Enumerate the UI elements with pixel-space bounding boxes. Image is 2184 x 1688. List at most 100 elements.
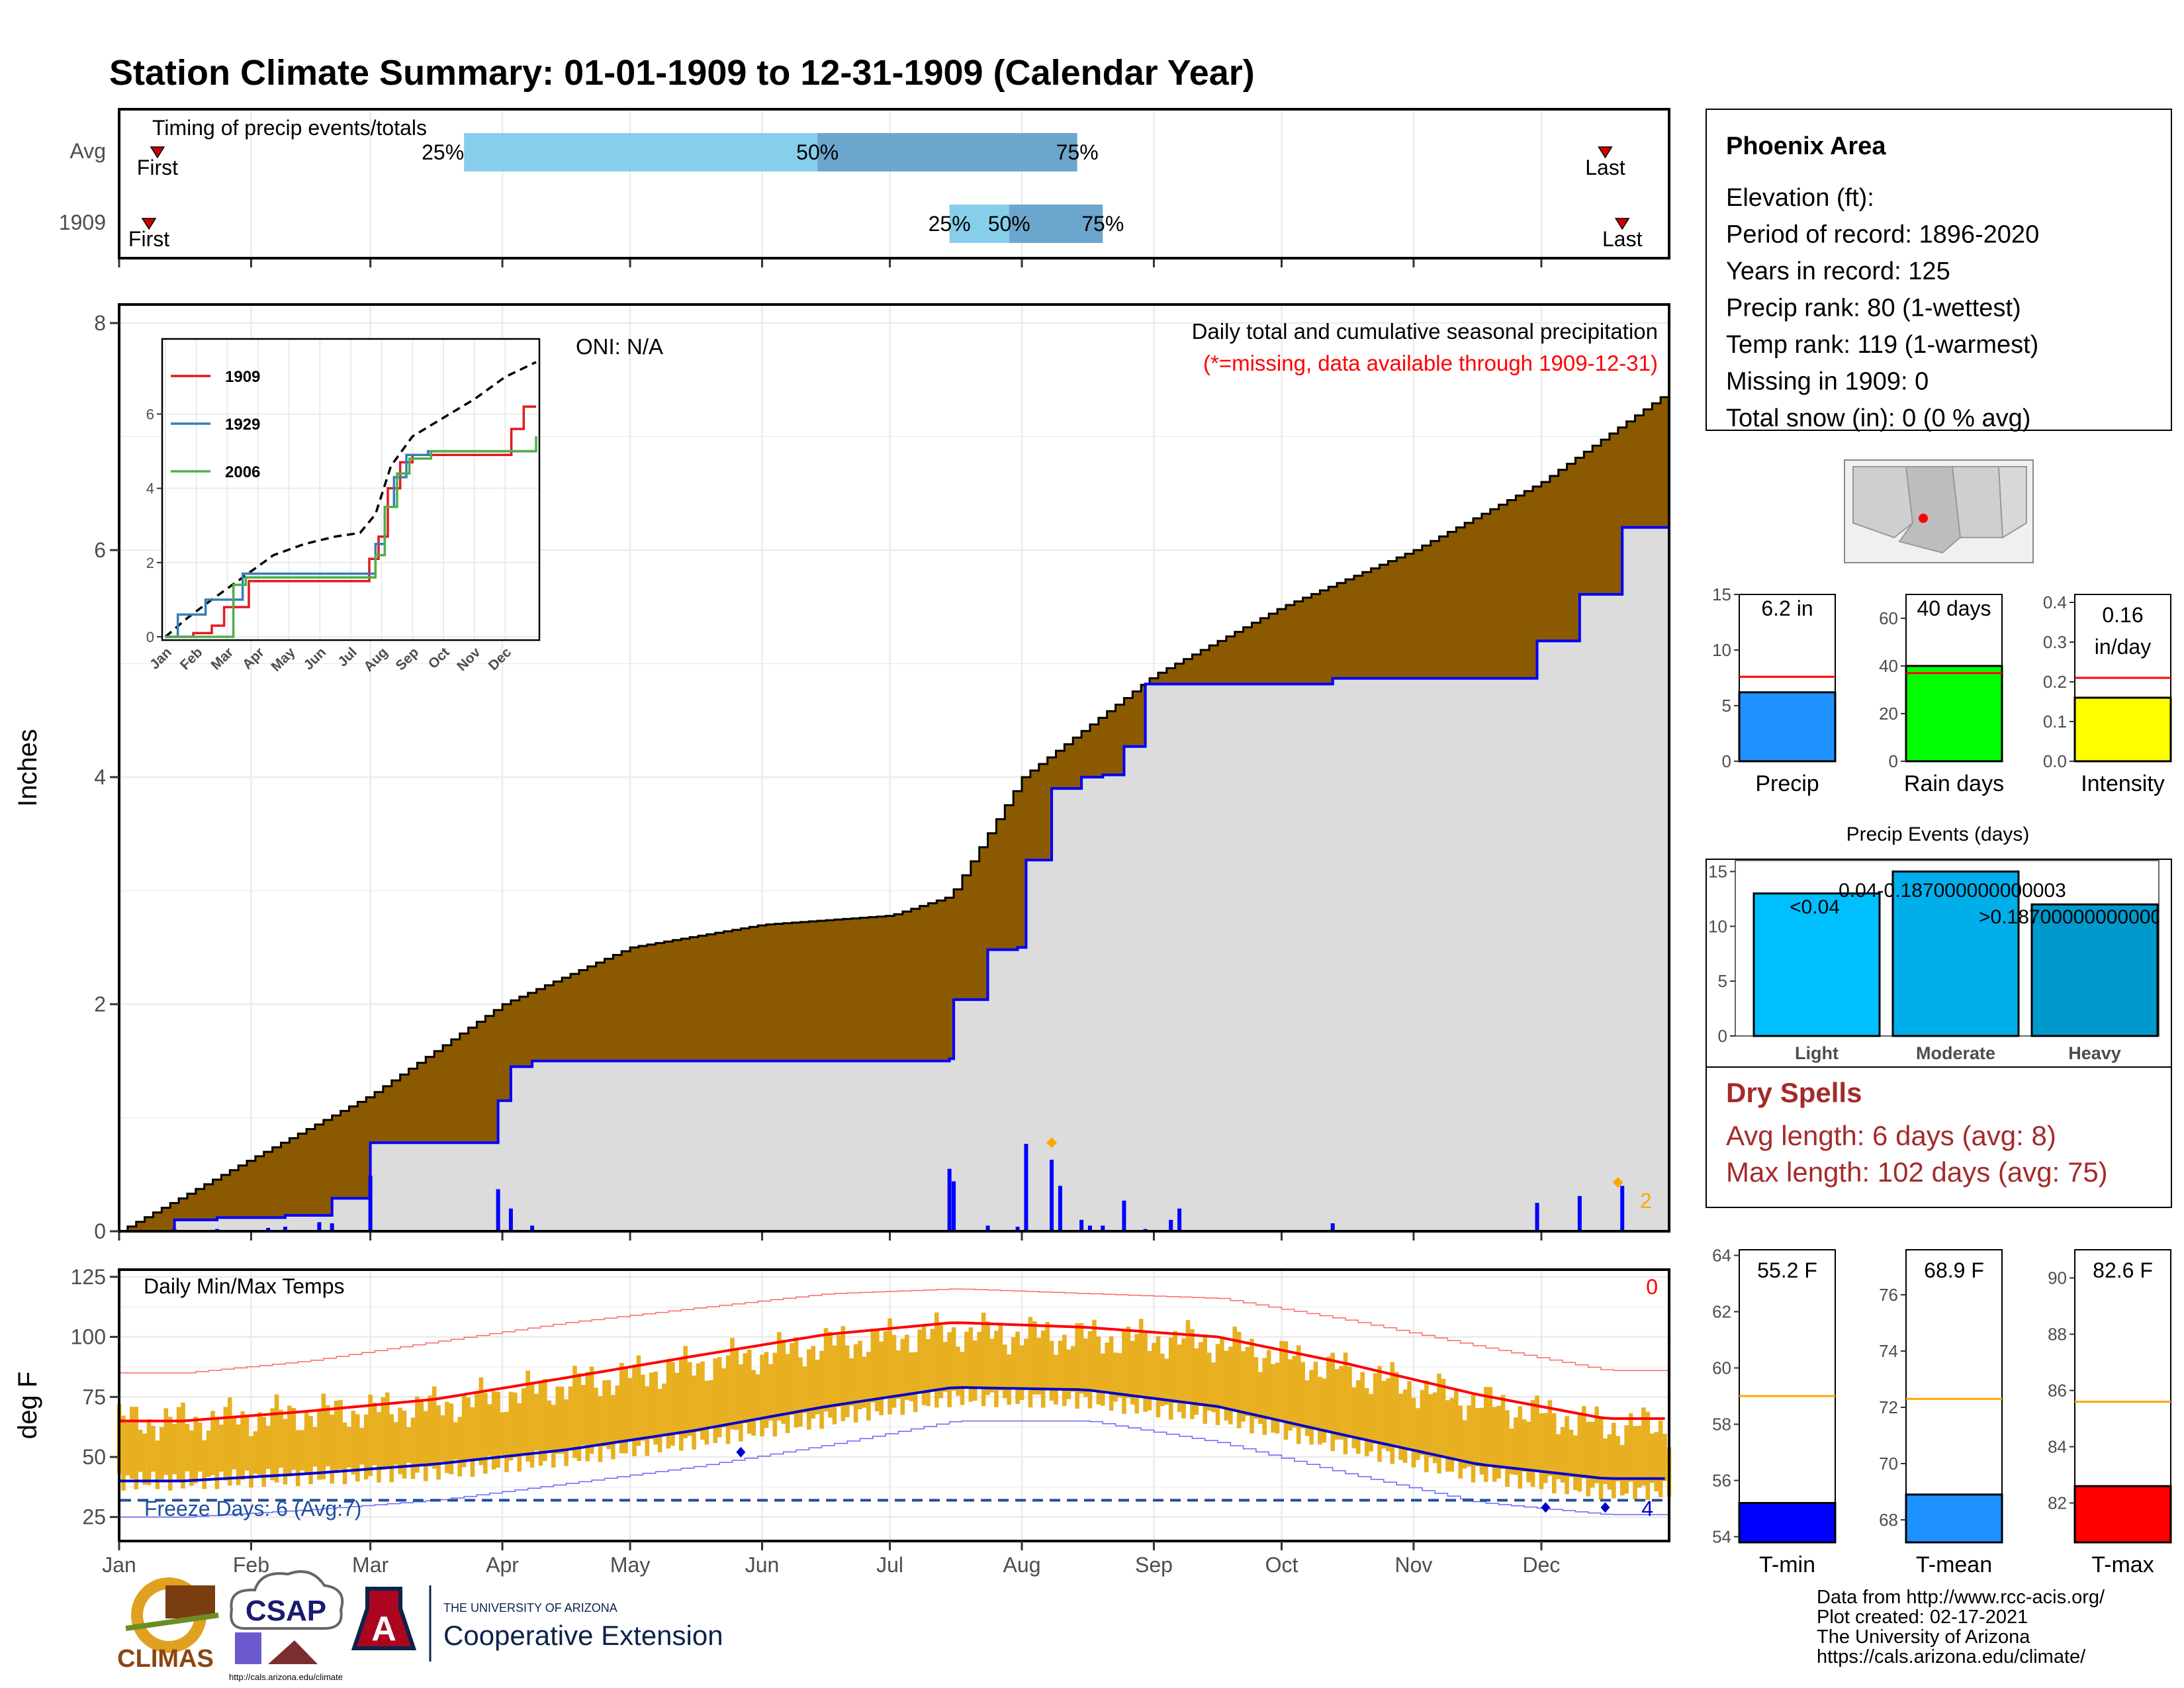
- daily-temp-range-bar: [1168, 1337, 1173, 1420]
- daily-temp-range-bar: [572, 1366, 577, 1458]
- daily-temp-range-bar: [1117, 1352, 1122, 1398]
- inset-series-line: [165, 449, 536, 638]
- mini-bar-y-tick-label: 15: [1712, 585, 1731, 604]
- daily-temp-range-bar: [1330, 1352, 1336, 1452]
- daily-temp-range-bar: [687, 1362, 692, 1436]
- daily-temp-range-bar: [887, 1318, 892, 1415]
- daily-temp-range-bar: [739, 1364, 743, 1442]
- daily-temp-range-bar: [823, 1328, 829, 1412]
- record-low-marker: [1541, 1502, 1551, 1513]
- precip-y-tick-label: 6: [94, 538, 106, 562]
- daily-temp-range-bar: [415, 1396, 420, 1473]
- daily-precip-bar: [1620, 1186, 1625, 1231]
- daily-temp-range-bar: [504, 1411, 509, 1472]
- timing-p75-label: 75%: [1056, 140, 1099, 164]
- mini-bar-y-tick-label: 0.0: [2043, 751, 2067, 771]
- record-low-count: 4: [1641, 1497, 1653, 1521]
- daily-temp-range-bar: [1058, 1340, 1063, 1389]
- daily-temp-range-bar: [709, 1380, 713, 1428]
- daily-temp-range-bar: [1373, 1373, 1378, 1444]
- daily-temp-range-bar: [1007, 1354, 1012, 1405]
- timing-panel-frame: [118, 108, 1670, 259]
- daily-temp-range-bar: [121, 1415, 126, 1491]
- daily-temp-range-bar: [790, 1343, 794, 1415]
- daily-temp-range-bar: [1509, 1428, 1514, 1475]
- station-name: Phoenix Area: [1726, 132, 1886, 160]
- daily-temp-range-bar: [1420, 1389, 1425, 1456]
- daily-precip-bar: [1577, 1196, 1582, 1231]
- daily-temp-range-bar: [844, 1345, 850, 1417]
- daily-temp-range-bar: [483, 1393, 488, 1474]
- inset-y-tick-label: 4: [146, 481, 154, 497]
- timing-bars: First Last 25% 50% 75% First Last 25% 50% 75%: [128, 133, 1643, 251]
- daily-temp-range-bar: [1615, 1436, 1621, 1481]
- daily-temp-range-bar: [1492, 1407, 1497, 1482]
- precip-y-tick-label: 8: [94, 311, 106, 335]
- daily-temp-range-bar: [879, 1341, 884, 1416]
- temp-bar-y-tick-label: 64: [1712, 1246, 1731, 1266]
- map-state-texas: [1997, 466, 2027, 539]
- daily-temp-range-bar: [1386, 1378, 1390, 1452]
- daily-temp-range-bar: [1190, 1329, 1195, 1419]
- daily-temp-range-bar: [240, 1411, 245, 1480]
- inset-x-tick-label: May: [268, 645, 298, 675]
- daily-temp-range-bar: [338, 1399, 343, 1470]
- daily-temp-range-bar: [381, 1397, 386, 1470]
- daily-temp-range-bar: [1402, 1389, 1408, 1463]
- daily-temp-range-bar: [696, 1363, 701, 1432]
- timing-p25-label: 25%: [929, 212, 971, 236]
- mini-bar-y-tick-label: 0: [1889, 751, 1898, 771]
- daily-temp-range-bar: [1066, 1349, 1071, 1399]
- temp-bar-y-tick-label: 60: [1712, 1358, 1731, 1378]
- temp-bar-value-label: 55.2 F: [1757, 1258, 1817, 1282]
- daily-temp-range-bar: [466, 1397, 471, 1462]
- credit-url: https://cals.arizona.edu/climate/: [1817, 1646, 2086, 1667]
- daily-temp-range-bar: [1467, 1405, 1471, 1467]
- daily-temp-range-bar: [1556, 1434, 1561, 1479]
- dry-spells-box: Dry Spells Avg length: 6 days (avg: 8) M…: [1706, 1066, 2172, 1208]
- temp-bar-value-label: 82.6 F: [2093, 1258, 2153, 1282]
- daily-temp-range-bar: [764, 1352, 769, 1429]
- credit-university: The University of Arizona: [1817, 1626, 2030, 1648]
- daily-precip-bar: [317, 1222, 322, 1231]
- daily-precip-bar: [530, 1225, 535, 1231]
- events-x-label: Light: [1795, 1043, 1839, 1063]
- daily-temp-range-bar: [670, 1362, 675, 1446]
- daily-temp-range-bar: [930, 1329, 935, 1391]
- events-bar-label: >0.187000000000000: [1979, 906, 2173, 928]
- daily-temp-range-bar: [985, 1321, 990, 1395]
- temp-bar-y-tick-label: 90: [2048, 1268, 2067, 1288]
- mini-bar-value: [1738, 691, 1837, 763]
- daily-temp-range-bar: [232, 1416, 237, 1470]
- temp-x-tick-label: Aug: [1003, 1553, 1041, 1577]
- timing-p25-label: 25%: [422, 140, 464, 164]
- daily-temp-range-bar: [849, 1358, 854, 1406]
- daily-temp-range-bar: [819, 1350, 824, 1429]
- inset-x-tick-label: Dec: [486, 645, 515, 674]
- daily-temp-range-bar: [1432, 1392, 1437, 1464]
- daily-temp-range-bar: [794, 1336, 799, 1428]
- inset-x-tick-label: Sep: [393, 645, 422, 673]
- daily-temp-range-bar: [909, 1352, 914, 1401]
- timing-last-label: Last: [1602, 227, 1643, 251]
- mini-bar-y-tick-label: 0.1: [2043, 712, 2067, 731]
- temp-bar-name: T-max: [2091, 1552, 2154, 1577]
- daily-temp-range-bar: [410, 1417, 416, 1479]
- daily-temp-range-bar: [265, 1425, 271, 1470]
- daily-temp-range-bar: [1628, 1413, 1633, 1482]
- climas-logo-block: [165, 1585, 215, 1618]
- daily-temp-range-bar: [312, 1427, 318, 1467]
- daily-temp-range-bar: [1641, 1407, 1646, 1486]
- daily-temp-range-bar: [1394, 1372, 1399, 1448]
- events-bar: [2030, 903, 2159, 1037]
- precip-y-tick-label: 2: [94, 992, 106, 1016]
- daily-temp-range-bar: [964, 1331, 969, 1388]
- daily-temp-range-bar: [602, 1380, 607, 1447]
- daily-temp-range-bar: [798, 1357, 803, 1427]
- daily-temp-range-bar: [1130, 1340, 1135, 1405]
- daily-temp-range-bar: [815, 1359, 820, 1415]
- precip-panel: 0 2 4 6 8 Daily total and cumulative seasona…: [13, 303, 1670, 1243]
- daily-temp-range-bar: [521, 1388, 526, 1454]
- daily-temp-range-bar: [1283, 1341, 1289, 1440]
- daily-temp-range-bar: [1462, 1420, 1467, 1469]
